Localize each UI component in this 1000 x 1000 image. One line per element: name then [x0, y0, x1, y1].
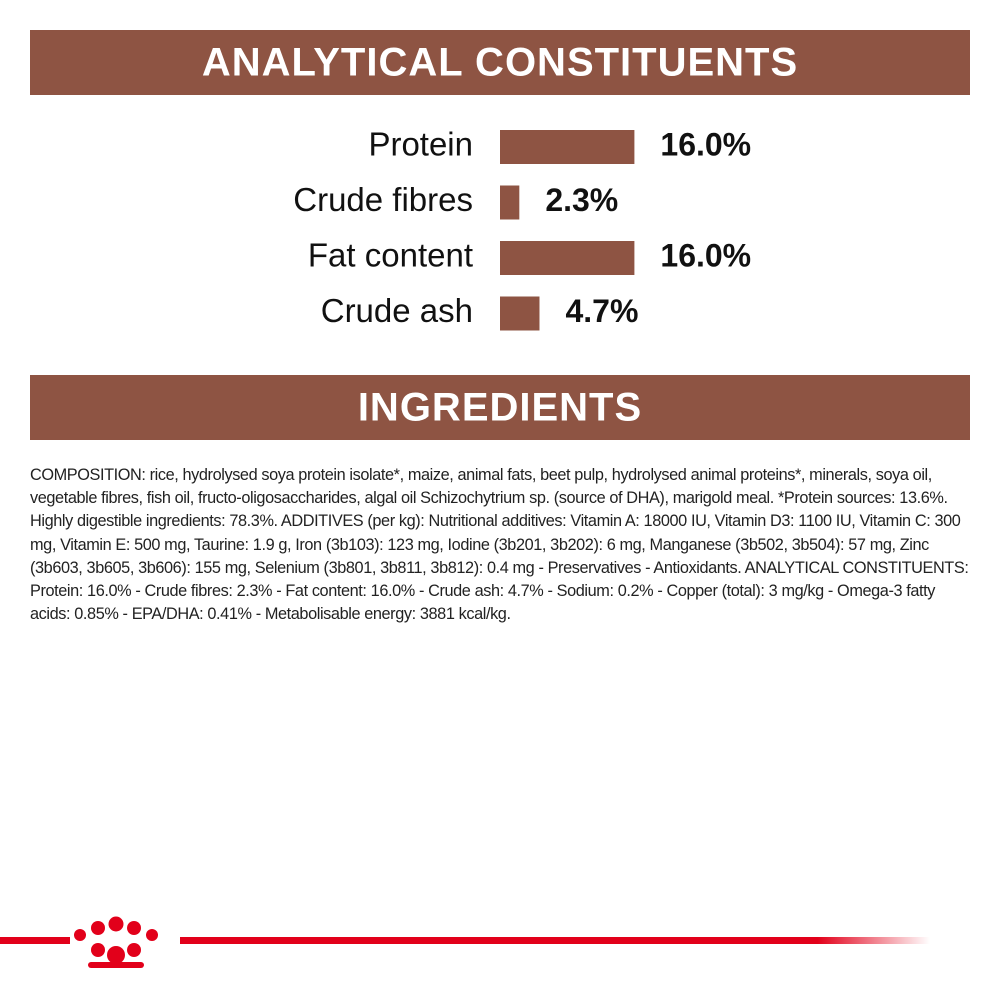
bar [500, 241, 635, 275]
ingredients-banner [30, 375, 970, 440]
category-label: Crude fibres [293, 181, 473, 218]
value-label: 2.3% [545, 182, 618, 218]
ingredients-title: INGREDIENTS [358, 386, 642, 430]
category-label: Fat content [308, 237, 473, 274]
value-label: 4.7% [565, 293, 638, 329]
value-label: 16.0% [660, 237, 751, 273]
ingredients-text: COMPOSITION: rice, hydrolysed soya prote… [30, 466, 969, 624]
title-banner [30, 30, 970, 95]
category-label: Crude ash [321, 292, 473, 329]
bar [500, 296, 540, 331]
category-label: Protein [368, 126, 473, 163]
red-line [0, 937, 70, 944]
bar [500, 185, 520, 220]
bars: Protein 16.0% Crude fibres 2.3% Fat content 1… [293, 126, 751, 331]
bar [500, 130, 635, 164]
chart-title: ANALYTICAL CONSTITUENTS [202, 41, 798, 85]
red-line [180, 937, 930, 944]
value-label: 16.0% [660, 126, 751, 162]
crown-logo [74, 916, 158, 968]
